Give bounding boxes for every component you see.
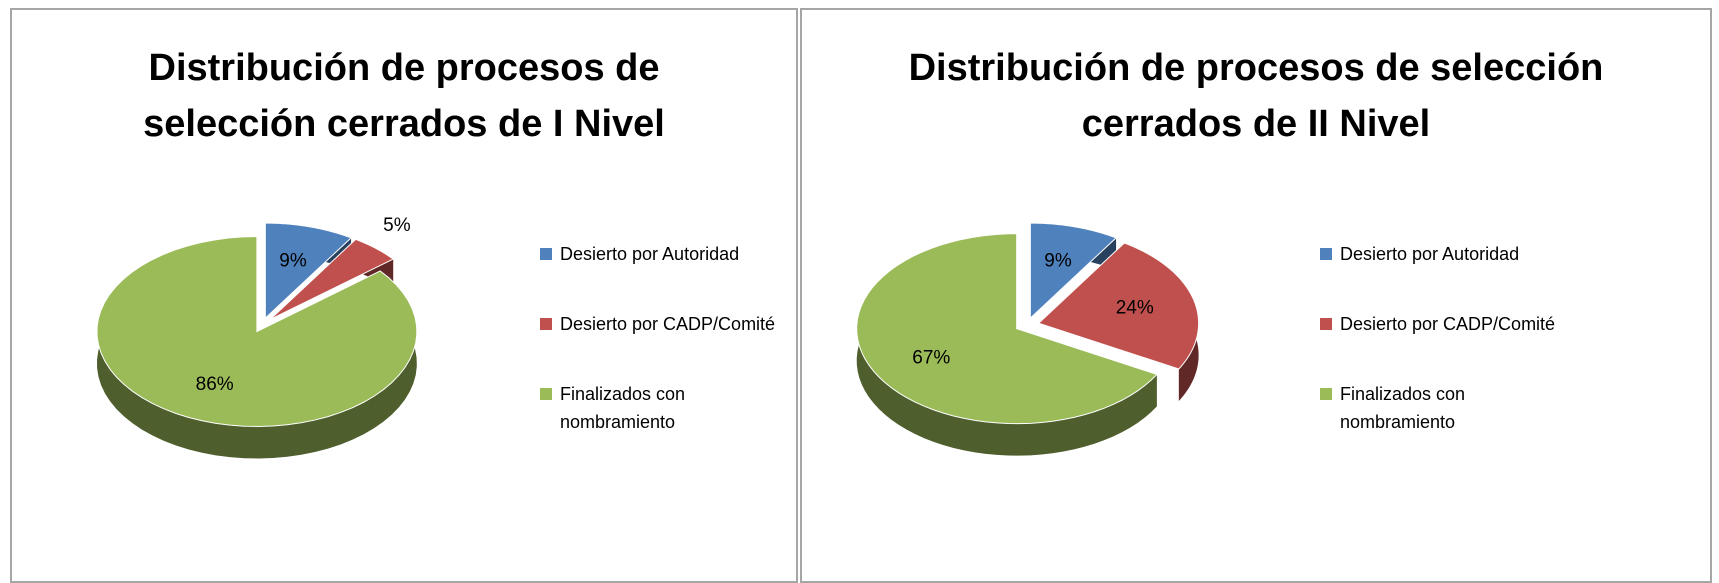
chart-title: Distribución de procesos de selección ce… <box>908 47 1604 145</box>
legend-label: Finalizados con nombramiento <box>560 384 686 432</box>
legend-label: Finalizados con nombramiento <box>1340 384 1466 432</box>
legend-swatch <box>1320 248 1332 260</box>
chart-title: Distribución de procesos de selección ce… <box>143 47 665 145</box>
pie-slice <box>1037 242 1200 370</box>
pie-slice <box>269 238 395 321</box>
legend-swatch <box>540 318 552 330</box>
legend-item: Desierto por CADP/Comité <box>540 310 790 338</box>
legend-item: Desierto por CADP/Comité <box>1320 310 1570 338</box>
chart-panel: Distribución de procesos de selección ce… <box>800 8 1712 583</box>
legend-label: Desierto por Autoridad <box>1340 244 1520 264</box>
legend-swatch <box>540 388 552 400</box>
pie-slice <box>856 233 1158 425</box>
legend-item: Desierto por Autoridad <box>540 240 790 268</box>
legend-item: Desierto por Autoridad <box>1320 240 1570 268</box>
data-label: 24% <box>1116 298 1154 319</box>
legend-item: Finalizados con nombramiento <box>1320 380 1570 436</box>
pie-chart: 9% 24% 67% <box>856 222 1200 456</box>
chart-panel: Distribución de procesos de selección ce… <box>10 8 798 583</box>
data-label: 9% <box>279 251 307 272</box>
legend-swatch <box>540 248 552 260</box>
data-label: 9% <box>1044 251 1072 272</box>
legend-swatch <box>1320 318 1332 330</box>
legend-label: Desierto por Autoridad <box>560 244 740 264</box>
data-label: 67% <box>912 348 950 369</box>
pie-slice <box>96 236 418 428</box>
data-label: 86% <box>196 374 234 395</box>
pie-chart: 9% 5% 86% <box>96 215 418 459</box>
pie-slice <box>264 222 353 320</box>
legend-item: Finalizados con nombramiento <box>540 380 790 436</box>
legend-label: Desierto por CADP/Comité <box>1340 314 1556 334</box>
pie-slice <box>1029 222 1118 320</box>
legend-label: Desierto por CADP/Comité <box>560 314 776 334</box>
data-label: 5% <box>383 215 411 236</box>
legend-swatch <box>1320 388 1332 400</box>
